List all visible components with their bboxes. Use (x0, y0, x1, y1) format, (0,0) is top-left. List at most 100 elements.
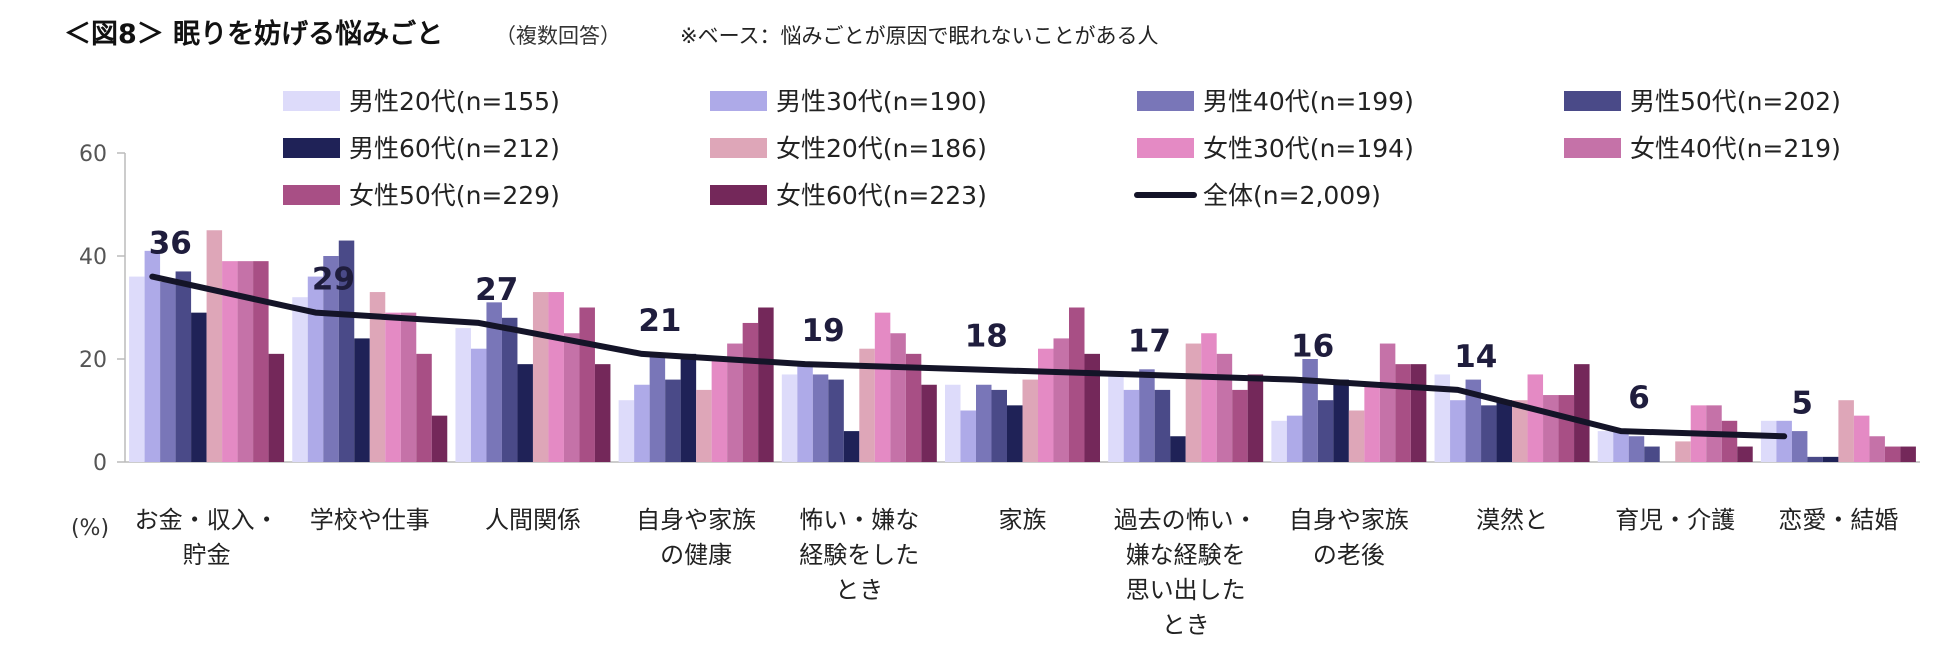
bar (1760, 420, 1777, 462)
data-label: 17 (1128, 323, 1171, 359)
y-tick-label: 60 (79, 142, 107, 167)
bar (1628, 436, 1645, 462)
legend-item: 女性60代(n=223) (710, 181, 987, 210)
bar (781, 374, 798, 462)
bars (129, 230, 1916, 462)
data-label: 5 (1791, 385, 1813, 421)
bar (1154, 389, 1171, 462)
bar (1379, 343, 1396, 462)
bar (1022, 379, 1038, 462)
legend-label: 女性50代(n=229) (349, 181, 560, 210)
x-category-label: お金・収入・貯金 (135, 506, 279, 569)
bar (843, 431, 860, 462)
bar (742, 322, 759, 462)
overall-series-line (149, 273, 1788, 440)
bar (1410, 364, 1427, 462)
legend-label: 女性60代(n=223) (776, 181, 987, 210)
bar (1201, 333, 1217, 462)
data-label: 29 (312, 262, 355, 298)
legend-label: 女性40代(n=219) (1630, 134, 1841, 163)
legend-swatch (283, 91, 340, 111)
bar (859, 348, 875, 462)
bar (1791, 431, 1808, 462)
bar (1465, 379, 1482, 462)
legend-swatch (1137, 91, 1194, 111)
x-category-label: 恋愛・結婚 (1778, 506, 1898, 534)
x-category-label: 学校や仕事 (310, 506, 430, 534)
bar (1644, 446, 1660, 462)
bar (1185, 343, 1202, 462)
legend-label: 男性50代(n=202) (1630, 87, 1841, 116)
bar (680, 353, 697, 462)
bar (144, 250, 161, 462)
bar (532, 292, 549, 462)
bar (563, 333, 580, 462)
x-category-label: 人間関係 (485, 506, 581, 534)
legend: 男性20代(n=155) 男性30代(n=190) 男性40代(n=199) 男性50… (283, 87, 1841, 210)
bar (1721, 420, 1738, 462)
bar (696, 389, 712, 462)
bar (175, 271, 192, 462)
bar (1597, 431, 1614, 462)
bar (1450, 400, 1466, 462)
legend-swatch (1137, 138, 1194, 158)
bar (206, 230, 223, 462)
bar (268, 353, 285, 462)
data-label: 6 (1628, 380, 1650, 416)
bar (1271, 420, 1287, 462)
x-category-label: 怖い・嫌な経験をしたとき (799, 506, 919, 604)
legend-item: 女性40代(n=219) (1564, 134, 1841, 163)
legend-label: 全体(n=2,009) (1203, 181, 1381, 210)
bar (649, 353, 666, 462)
bar (1884, 446, 1901, 462)
bar (1038, 348, 1054, 462)
legend-item: 男性40代(n=199) (1137, 87, 1414, 116)
bar (1574, 364, 1590, 462)
bar (1069, 307, 1085, 462)
legend-item: 女性30代(n=194) (1137, 134, 1414, 163)
legend-swatch (1564, 91, 1621, 111)
bar (874, 312, 891, 462)
bar (160, 281, 176, 462)
data-label: 18 (965, 318, 1008, 354)
bar (1434, 374, 1451, 462)
bar (960, 410, 976, 462)
data-label: 19 (802, 313, 845, 349)
bar (1247, 374, 1264, 462)
legend-label: 女性20代(n=186) (776, 134, 987, 163)
bar (1853, 415, 1870, 462)
bar (634, 384, 650, 462)
chart-subtitle: （複数回答） (495, 24, 621, 48)
bar (1737, 446, 1753, 462)
bar (828, 379, 844, 462)
bar (1364, 384, 1380, 462)
bar (1481, 405, 1497, 462)
bar (385, 312, 401, 462)
bar (991, 389, 1007, 462)
bar (711, 359, 728, 462)
legend-item: 男性30代(n=190) (710, 87, 987, 116)
bar (579, 307, 595, 462)
bar (431, 415, 448, 462)
x-category-label: 過去の怖い・嫌な経験を思い出したとき (1114, 506, 1258, 639)
bar (222, 261, 238, 462)
legend-swatch (1564, 138, 1621, 158)
chart-note: ※ベース：悩みごとが原因で眠れないことがある人 (680, 24, 1159, 48)
legend-item: 男性20代(n=155) (283, 87, 560, 116)
legend-label: 男性40代(n=199) (1203, 87, 1414, 116)
bar (1348, 410, 1365, 462)
bar (1170, 436, 1186, 462)
bar (400, 312, 417, 462)
bar (416, 353, 432, 462)
bar (1286, 415, 1303, 462)
y-tick-label: 20 (79, 348, 107, 373)
bar (253, 261, 269, 462)
bar (1558, 395, 1575, 462)
bar (945, 384, 961, 462)
legend-item: 男性50代(n=202) (1564, 87, 1841, 116)
bar (369, 292, 386, 462)
bar (618, 400, 635, 462)
x-category-label: 漠然と (1476, 506, 1548, 534)
bar (1869, 436, 1885, 462)
bar (1084, 353, 1100, 462)
